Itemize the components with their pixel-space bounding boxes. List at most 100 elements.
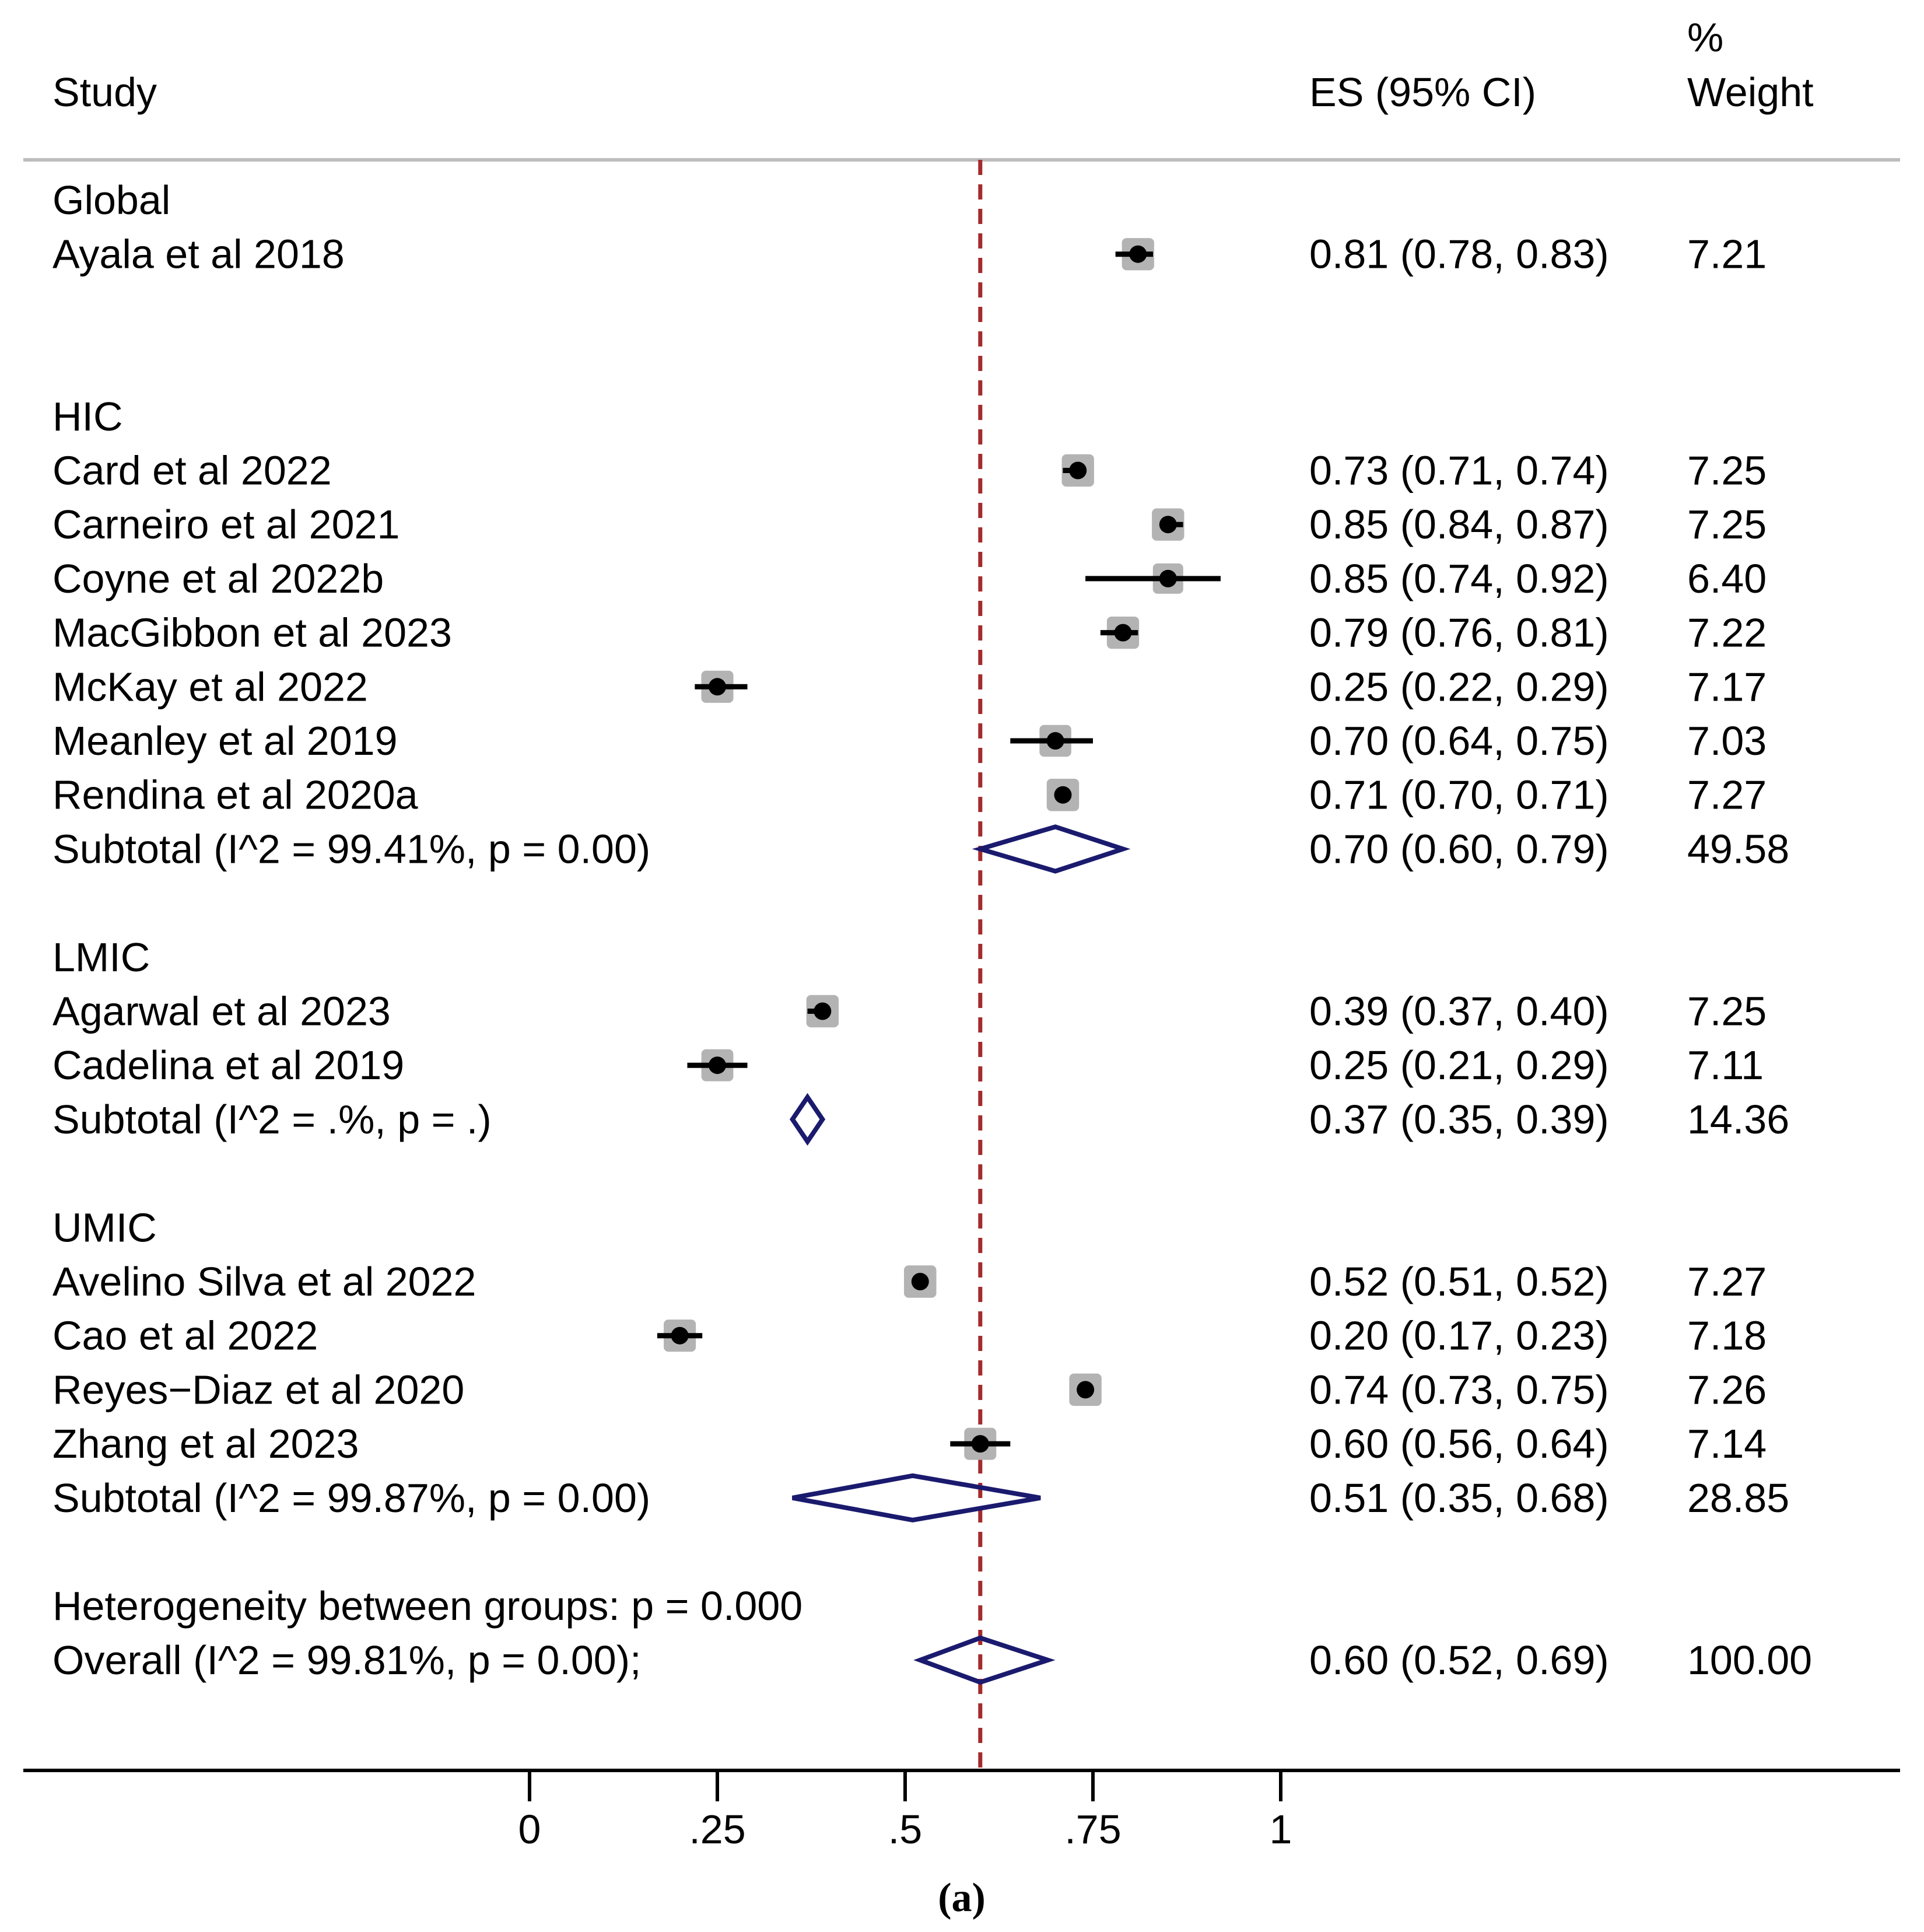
study-row: Avelino Silva et al 2022 0.52 (0.51, 0.52… [52,1259,1767,1304]
es-value: 0.73 (0.71, 0.74) [1309,448,1609,494]
rows-layer: Global Ayala et al 2018 0.81 (0.78, 0.83) 7… [52,177,1812,1685]
weight-value: 7.17 [1687,664,1767,709]
weight-value: 7.27 [1687,1259,1767,1304]
es-value: 0.52 (0.51, 0.52) [1309,1259,1609,1304]
es-value: 0.39 (0.37, 0.40) [1309,989,1609,1034]
x-tick-label: 0 [518,1807,541,1852]
point-estimate [971,1435,989,1453]
weight-value: 6.40 [1687,556,1767,601]
header-es: ES (95% CI) [1309,69,1536,115]
study-label: Agarwal et al 2023 [52,989,391,1034]
pooled-diamond [972,824,1131,874]
header-weight: Weight [1687,69,1814,115]
es-value: 0.37 (0.35, 0.39) [1309,1097,1609,1142]
weight-value: 7.21 [1687,232,1767,277]
study-row: Agarwal et al 2023 0.39 (0.37, 0.40) 7.25 [52,989,1767,1034]
weight-value: 7.25 [1687,502,1767,547]
study-row: Cadelina et al 2019 0.25 (0.21, 0.29) 7.11 [52,1042,1764,1088]
study-row: Coyne et al 2022b 0.85 (0.74, 0.92) 6.40 [52,556,1767,601]
weight-value: 7.18 [1687,1313,1767,1359]
point-estimate [1159,569,1177,587]
es-value: 0.20 (0.17, 0.23) [1309,1313,1609,1359]
x-axis-ticks: 0 .25 .5 .75 1 [518,1770,1292,1852]
study-label: Rendina et al 2020a [52,772,418,818]
study-row: Carneiro et al 2021 0.85 (0.84, 0.87) 7.25 [52,502,1767,547]
subtotal-row: Subtotal (I^2 = 99.87%, p = 0.00) 0.51 (0… [52,1473,1789,1522]
x-tick-label: .75 [1064,1807,1121,1852]
x-tick-label: 1 [1270,1807,1292,1852]
point-estimate [709,678,726,696]
study-label: Coyne et al 2022b [52,556,384,601]
x-tick-label: .25 [689,1807,745,1852]
point-estimate [1077,1381,1095,1399]
study-label: Zhang et al 2023 [52,1421,359,1466]
point-estimate [709,1056,726,1074]
point-estimate [1069,461,1087,480]
study-label: Cadelina et al 2019 [52,1042,404,1088]
study-row: Zhang et al 2023 0.60 (0.56, 0.64) 7.14 [52,1421,1767,1466]
es-value: 0.70 (0.64, 0.75) [1309,718,1609,764]
study-row: Reyes−Diaz et al 2020 0.74 (0.73, 0.75) 7.… [52,1367,1767,1412]
study-label: Carneiro et al 2021 [52,502,399,547]
group-heading: HIC [52,394,123,439]
es-value: 0.25 (0.21, 0.29) [1309,1042,1609,1088]
study-label: Meanley et al 2019 [52,718,398,764]
point-estimate [911,1273,929,1290]
es-value: 0.85 (0.84, 0.87) [1309,502,1609,547]
point-estimate [1114,624,1132,642]
subtotal-row: Subtotal (I^2 = 99.41%, p = 0.00) 0.70 (0… [52,824,1789,874]
study-label: McKay et al 2022 [52,664,368,709]
es-value: 0.60 (0.56, 0.64) [1309,1421,1609,1466]
group-heading: Global [52,177,170,223]
weight-value: 7.25 [1687,448,1767,494]
point-estimate [1129,245,1147,263]
figure-caption: (a) [938,1875,986,1920]
study-row: Meanley et al 2019 0.70 (0.64, 0.75) 7.03 [52,718,1767,764]
point-estimate [814,1002,832,1020]
weight-value: 7.26 [1687,1367,1767,1412]
header-weight-percent: % [1687,15,1723,60]
es-value: 0.51 (0.35, 0.68) [1309,1475,1609,1521]
x-tick-label: .5 [888,1807,922,1852]
es-value: 0.81 (0.78, 0.83) [1309,232,1609,277]
weight-value: 49.58 [1687,826,1789,872]
weight-value: 7.22 [1687,610,1767,656]
subtotal-row-label: Subtotal (I^2 = 99.41%, p = 0.00) [52,826,650,872]
study-row: Rendina et al 2020a 0.71 (0.70, 0.71) 7.27 [52,772,1767,818]
study-label: Card et al 2022 [52,448,332,494]
study-label: Cao et al 2022 [52,1313,318,1359]
es-value: 0.74 (0.73, 0.75) [1309,1367,1609,1412]
point-estimate [1046,732,1064,750]
study-label: MacGibbon et al 2023 [52,610,452,656]
header-study: Study [52,69,157,115]
weight-value: 7.11 [1687,1042,1764,1088]
pooled-diamond [792,1473,1041,1522]
study-label: Reyes−Diaz et al 2020 [52,1367,464,1412]
study-label: Avelino Silva et al 2022 [52,1259,476,1304]
study-row: Ayala et al 2018 0.81 (0.78, 0.83) 7.21 [52,232,1767,277]
group-heading: UMIC [52,1205,157,1250]
pooled-diamond [789,1093,826,1146]
study-row: MacGibbon et al 2023 0.79 (0.76, 0.81) 7.2… [52,610,1767,656]
es-value: 0.85 (0.74, 0.92) [1309,556,1609,601]
study-row: McKay et al 2022 0.25 (0.22, 0.29) 7.17 [52,664,1767,709]
weight-value: 7.03 [1687,718,1767,764]
weight-value: 7.27 [1687,772,1767,818]
group-heading: LMIC [52,935,150,980]
study-label: Ayala et al 2018 [52,232,345,277]
subtotal-row: Subtotal (I^2 = .%, p = .) 0.37 (0.35, 0.… [52,1093,1789,1146]
point-estimate [671,1326,689,1345]
point-estimate [1054,786,1072,804]
es-value: 0.25 (0.22, 0.29) [1309,664,1609,709]
es-value: 0.71 (0.70, 0.71) [1309,772,1609,818]
study-row: Card et al 2022 0.73 (0.71, 0.74) 7.25 [52,448,1767,494]
es-value: 0.60 (0.52, 0.69) [1309,1637,1609,1683]
overall-row-label: Overall (I^2 = 99.81%, p = 0.00); [52,1637,642,1683]
subtotal-row-label: Subtotal (I^2 = .%, p = .) [52,1097,492,1142]
es-value: 0.70 (0.60, 0.79) [1309,826,1609,872]
study-row: Cao et al 2022 0.20 (0.17, 0.23) 7.18 [52,1313,1767,1359]
es-value: 0.79 (0.76, 0.81) [1309,610,1609,656]
weight-value: 7.25 [1687,989,1767,1034]
weight-value: 100.00 [1687,1637,1812,1683]
